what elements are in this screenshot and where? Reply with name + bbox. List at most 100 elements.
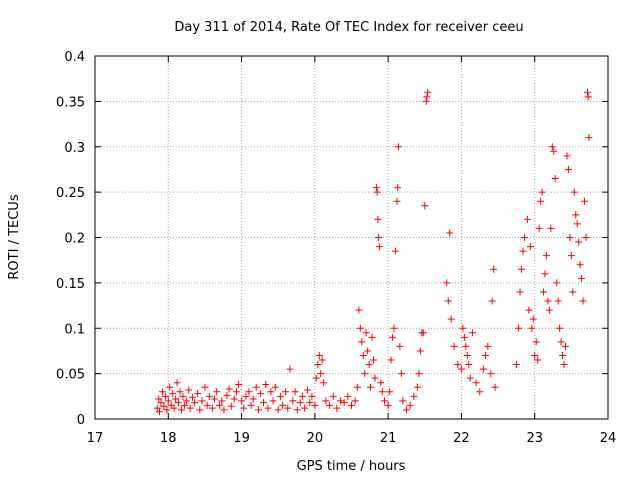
data-point: [185, 386, 193, 394]
data-point: [540, 288, 548, 296]
data-point: [203, 401, 211, 409]
data-point: [333, 404, 341, 412]
data-point: [576, 261, 584, 269]
plot-frame: [94, 55, 609, 420]
data-point: [569, 288, 577, 296]
data-point: [160, 402, 168, 410]
data-point: [584, 93, 592, 101]
y-tick-label: 0.05: [56, 368, 85, 383]
data-point: [359, 351, 367, 359]
data-point: [544, 297, 552, 305]
data-point: [210, 395, 218, 403]
data-point: [271, 383, 279, 391]
y-tick-label: 0.3: [64, 141, 85, 156]
data-point: [534, 356, 542, 364]
data-point: [267, 388, 275, 396]
data-point: [282, 388, 290, 396]
data-point: [372, 184, 380, 192]
data-point: [537, 197, 545, 205]
data-point: [368, 333, 376, 341]
data-point: [488, 297, 496, 305]
data-point: [520, 234, 528, 241]
data-point: [173, 379, 181, 387]
data-point: [311, 401, 319, 409]
data-point: [218, 397, 226, 405]
data-point: [561, 342, 569, 350]
data-point: [274, 406, 282, 414]
data-point: [183, 397, 191, 405]
data-point: [216, 401, 224, 409]
data-point: [462, 342, 470, 350]
data-point: [312, 374, 320, 382]
data-point: [542, 252, 550, 260]
data-point: [314, 361, 322, 369]
data-point: [361, 370, 369, 378]
data-point: [556, 324, 564, 332]
data-point: [329, 392, 337, 400]
data-point: [163, 406, 171, 414]
data-point: [176, 388, 184, 396]
y-tick-label: 0.4: [64, 50, 85, 65]
data-point: [384, 401, 392, 409]
axis-ticks: 17 18 19 20 21 22 23 24 0 0.05 0.1 0.15 0.2 0.25 0.3 0.…: [56, 50, 616, 446]
data-point: [242, 392, 250, 400]
data-point: [419, 329, 427, 337]
data-point: [535, 224, 543, 232]
data-point: [391, 247, 399, 255]
data-point: [304, 386, 312, 394]
data-point: [454, 361, 462, 369]
y-tick-label: 0: [77, 413, 85, 428]
data-point: [538, 188, 546, 196]
data-point: [365, 361, 373, 369]
data-point: [563, 152, 571, 160]
data-point: [559, 351, 567, 359]
data-point: [457, 365, 465, 373]
data-point: [581, 197, 589, 205]
data-point: [487, 370, 495, 378]
data-point: [444, 297, 452, 305]
data-point: [194, 390, 202, 398]
data-point: [479, 365, 487, 373]
data-point: [155, 408, 163, 416]
data-point: [301, 404, 309, 412]
data-point: [554, 297, 562, 305]
y-tick-label: 0.2: [64, 232, 85, 247]
data-point: [526, 243, 534, 251]
data-point: [450, 342, 458, 350]
grid-lines: [95, 56, 608, 419]
data-point: [252, 383, 260, 391]
data-point: [551, 175, 559, 183]
data-point: [208, 404, 216, 412]
data-point: [166, 383, 174, 391]
data-point: [512, 361, 520, 369]
data-point: [446, 229, 454, 237]
data-point: [386, 388, 394, 396]
data-point: [249, 395, 257, 403]
data-point: [397, 370, 405, 378]
data-point: [394, 184, 402, 192]
data-point: [257, 390, 265, 398]
data-point: [164, 397, 172, 405]
data-point: [353, 383, 361, 391]
data-point: [557, 338, 565, 346]
data-point: [583, 88, 591, 96]
data-point: [516, 288, 524, 296]
data-point: [161, 392, 169, 400]
data-point: [362, 329, 370, 337]
data-point: [523, 215, 531, 223]
data-point: [306, 399, 314, 407]
data-point: [260, 399, 268, 407]
data-point: [519, 247, 527, 255]
data-point: [235, 381, 243, 389]
data-point: [223, 391, 231, 399]
data-point: [518, 265, 526, 273]
data-point: [186, 404, 194, 412]
data-point: [390, 324, 398, 332]
data-point: [348, 401, 355, 409]
data-point: [191, 399, 199, 407]
data-point: [579, 297, 587, 305]
data-point: [465, 361, 473, 369]
data-point: [564, 165, 572, 173]
data-point: [585, 134, 593, 142]
data-point: [201, 383, 209, 391]
